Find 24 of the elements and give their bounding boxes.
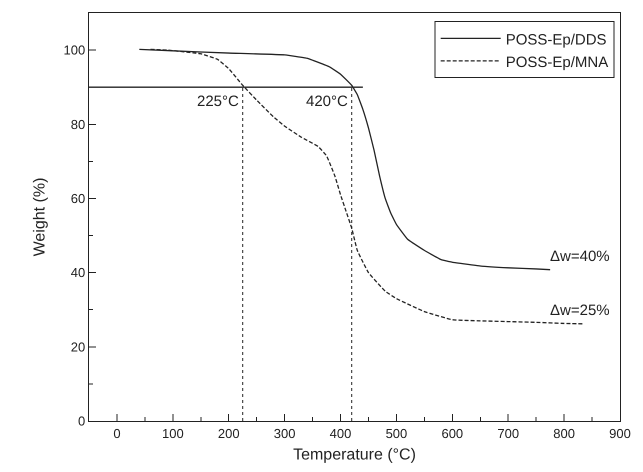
ref-line-label: 420°C — [306, 93, 348, 110]
x-tick-label: 100 — [162, 426, 184, 441]
x-tick-label: 300 — [274, 426, 296, 441]
x-tick-label: 900 — [609, 426, 631, 441]
y-axis-title: Weight (%) — [31, 178, 48, 256]
x-tick-label: 0 — [113, 426, 121, 441]
y-tick-label: 80 — [70, 116, 86, 132]
x-tick-label: 400 — [330, 426, 352, 441]
x-tick-label: 800 — [553, 426, 575, 441]
x-tick-label: 200 — [218, 426, 240, 441]
y-tick-label: 40 — [70, 265, 86, 280]
legend-label: POSS-Ep/DDS — [506, 31, 607, 48]
annotation: Δw=25% — [550, 302, 610, 319]
y-tick-label: 0 — [78, 414, 86, 429]
legend-label: POSS-Ep/MNA — [506, 54, 608, 71]
x-tick-label: 700 — [497, 426, 520, 441]
y-tick-label: 20 — [70, 339, 86, 354]
annotation: Δw=40% — [550, 248, 610, 265]
x-axis-title: Temperature (°C) — [293, 446, 416, 464]
x-tick-label: 600 — [441, 426, 464, 441]
ref-line-label: 225°C — [197, 93, 240, 110]
x-tick-label: 500 — [386, 426, 408, 441]
y-tick-label: 100 — [64, 42, 86, 58]
y-tick-label: 60 — [70, 191, 86, 206]
